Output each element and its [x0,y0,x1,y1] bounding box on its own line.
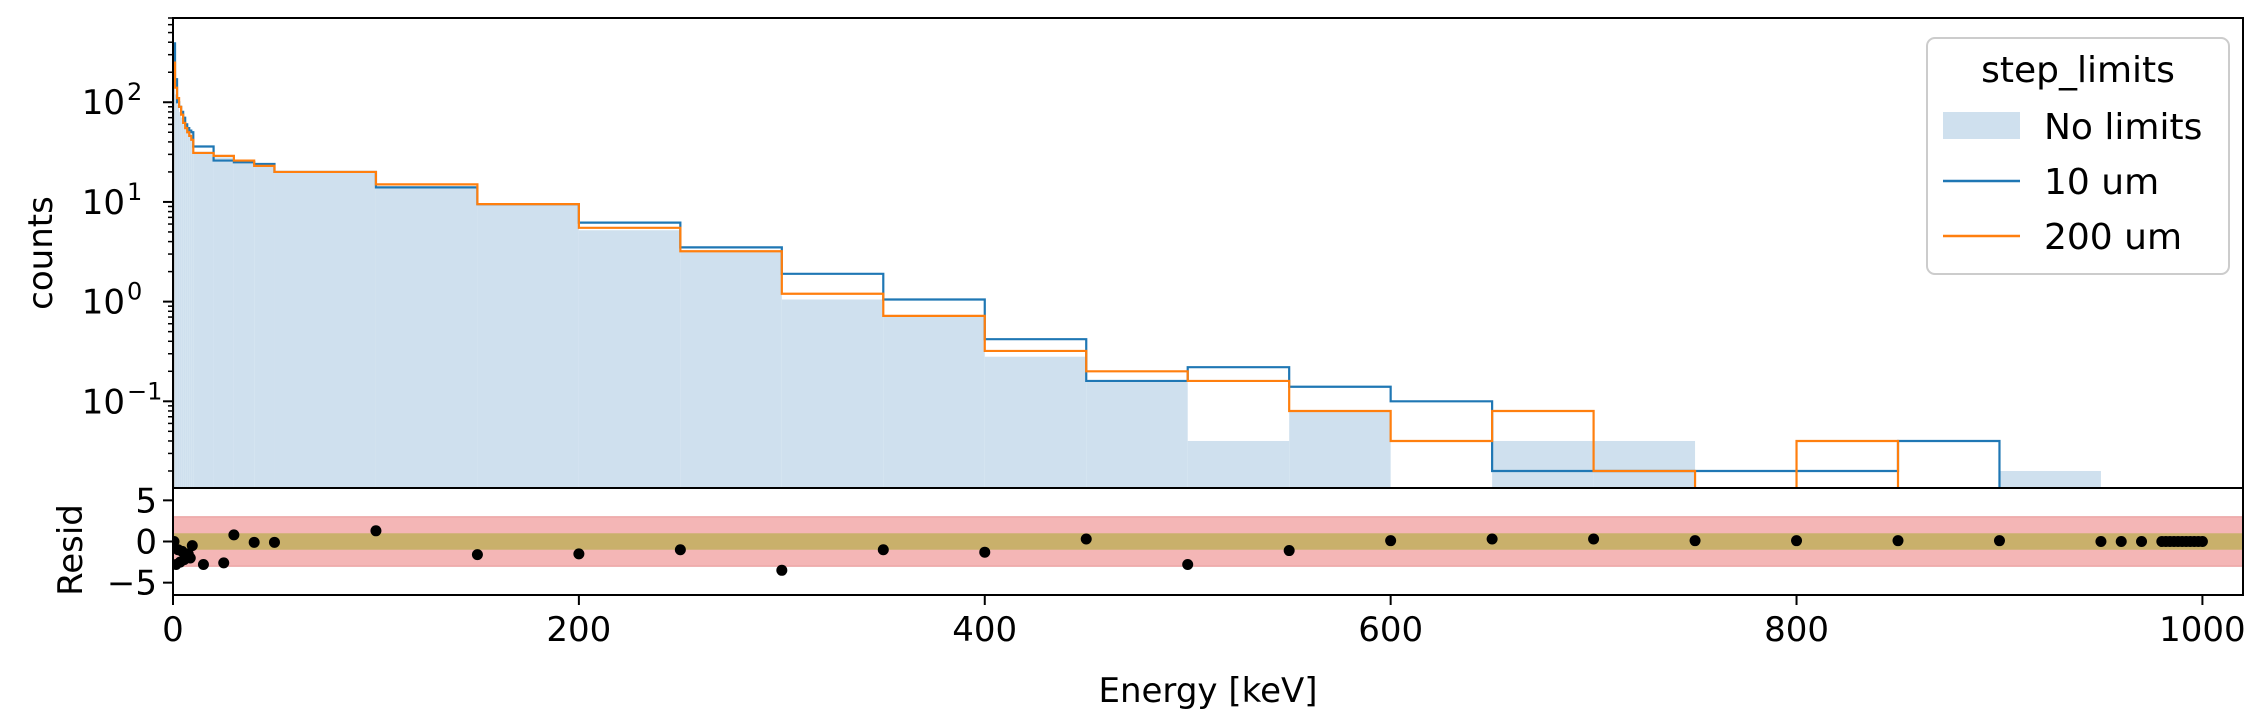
residual-y-tick-label: −5 [107,564,157,604]
residual-y-label: Resid [51,504,91,596]
histogram-bar-no-limits [213,157,234,488]
histogram-bar-no-limits [477,204,579,488]
residual-point [1486,533,1498,545]
y-tick-exponent: 0 [127,278,142,306]
histogram-bar-no-limits [233,160,255,488]
histogram-bar-no-limits [187,132,190,488]
histogram-step-200-um [173,61,1900,488]
histogram-bar-no-limits [179,111,182,488]
residual-point [2136,536,2148,547]
residual-point [197,559,209,571]
x-axis-label: Energy [keV] [1098,671,1317,711]
residual-point [248,536,260,548]
residual-point [370,525,382,537]
histogram-bar-no-limits [254,165,275,488]
y-tick-exponent: 1 [127,178,142,206]
legend-label-no-limits: No limits [2044,107,2202,148]
residual-point [1689,535,1701,547]
x-tick-label: 0 [162,610,184,650]
residual-point [1588,533,1600,545]
x-tick-label: 1000 [2159,610,2246,650]
residual-point [471,549,483,561]
y-tick-exponent: 2 [127,78,142,106]
residual-point [573,548,585,560]
y-tick-label: 10 [82,83,125,123]
histogram-bar-no-limits [183,124,186,488]
histogram-bar-no-limits [1593,440,1696,488]
histogram-bar-no-limits [185,128,188,488]
x-tick-label: 400 [952,610,1017,650]
residual-point [1791,535,1803,547]
x-tick-label: 800 [1764,610,1829,650]
residual-point [2115,536,2127,547]
histogram-bar-no-limits [1492,440,1594,488]
legend-box [1926,37,2230,275]
histogram-bar-no-limits [781,299,884,488]
residual-point [776,564,788,576]
histogram-bar-no-limits [175,94,178,488]
residual-point [184,552,196,564]
histogram-bar-no-limits [1187,440,1290,488]
x-tick-label: 600 [1358,610,1423,650]
residual-point [186,540,198,552]
histogram-marks [173,42,2101,488]
histogram-bar-no-limits [274,171,376,488]
histogram-bar-no-limits [1086,380,1188,488]
histogram-bar-no-limits [984,356,1087,488]
residual-point [228,529,240,541]
histogram-bar-no-limits [189,134,192,488]
residual-point [1080,533,1092,545]
legend-title: step_limits [1981,50,2175,91]
residual-point [1283,545,1295,557]
residual-point [1993,535,2005,547]
histogram-bar-no-limits [1289,410,1391,488]
residual-y-tick-label: 5 [135,481,157,521]
y-tick-label: 10 [82,183,125,223]
residual-point [2095,536,2107,547]
residual-x-ticks: 0 200 400 600 800 1000 [162,595,2246,650]
legend: step_limits No limits 10 um 200 um [1926,37,2230,275]
histogram-bar-no-limits [883,315,985,488]
histogram-bar-no-limits [181,117,184,488]
histogram-bar-no-limits [680,251,782,488]
histogram-bar-no-limits [375,187,478,488]
histogram-y-label: counts [21,196,61,310]
histogram-bar-no-limits [1999,470,2101,488]
residual-panel: 50−5 0 200 400 600 800 1000 Resid Energy [keV… [51,481,2246,711]
residual-point [218,557,230,569]
x-tick-label: 200 [546,610,611,650]
histogram-bar-no-limits [177,104,180,488]
residual-point [1892,535,1904,547]
legend-swatch-no-limits [1943,112,2020,139]
residual-point [268,536,280,548]
residual-marks [173,516,2243,576]
y-tick-label: 10 [82,382,125,422]
residual-y-tick-label: 0 [135,523,157,563]
legend-label-10um: 10 um [2044,162,2159,203]
y-tick-label: 10 [82,283,125,323]
residual-point [877,544,889,556]
histogram-bar-no-limits [193,151,214,488]
residual-point [1182,559,1194,571]
residual-point [1385,535,1397,547]
residual-point [2196,536,2208,547]
residual-point [674,544,686,556]
legend-label-200um: 200 um [2044,217,2182,258]
residual-y-ticks: 50−5 [107,481,173,604]
histogram-bar-no-limits [578,230,681,488]
y-tick-exponent: −1 [127,377,162,405]
histogram-bar-no-limits [191,136,194,488]
residual-point [979,546,991,558]
residual-band [173,533,2243,550]
